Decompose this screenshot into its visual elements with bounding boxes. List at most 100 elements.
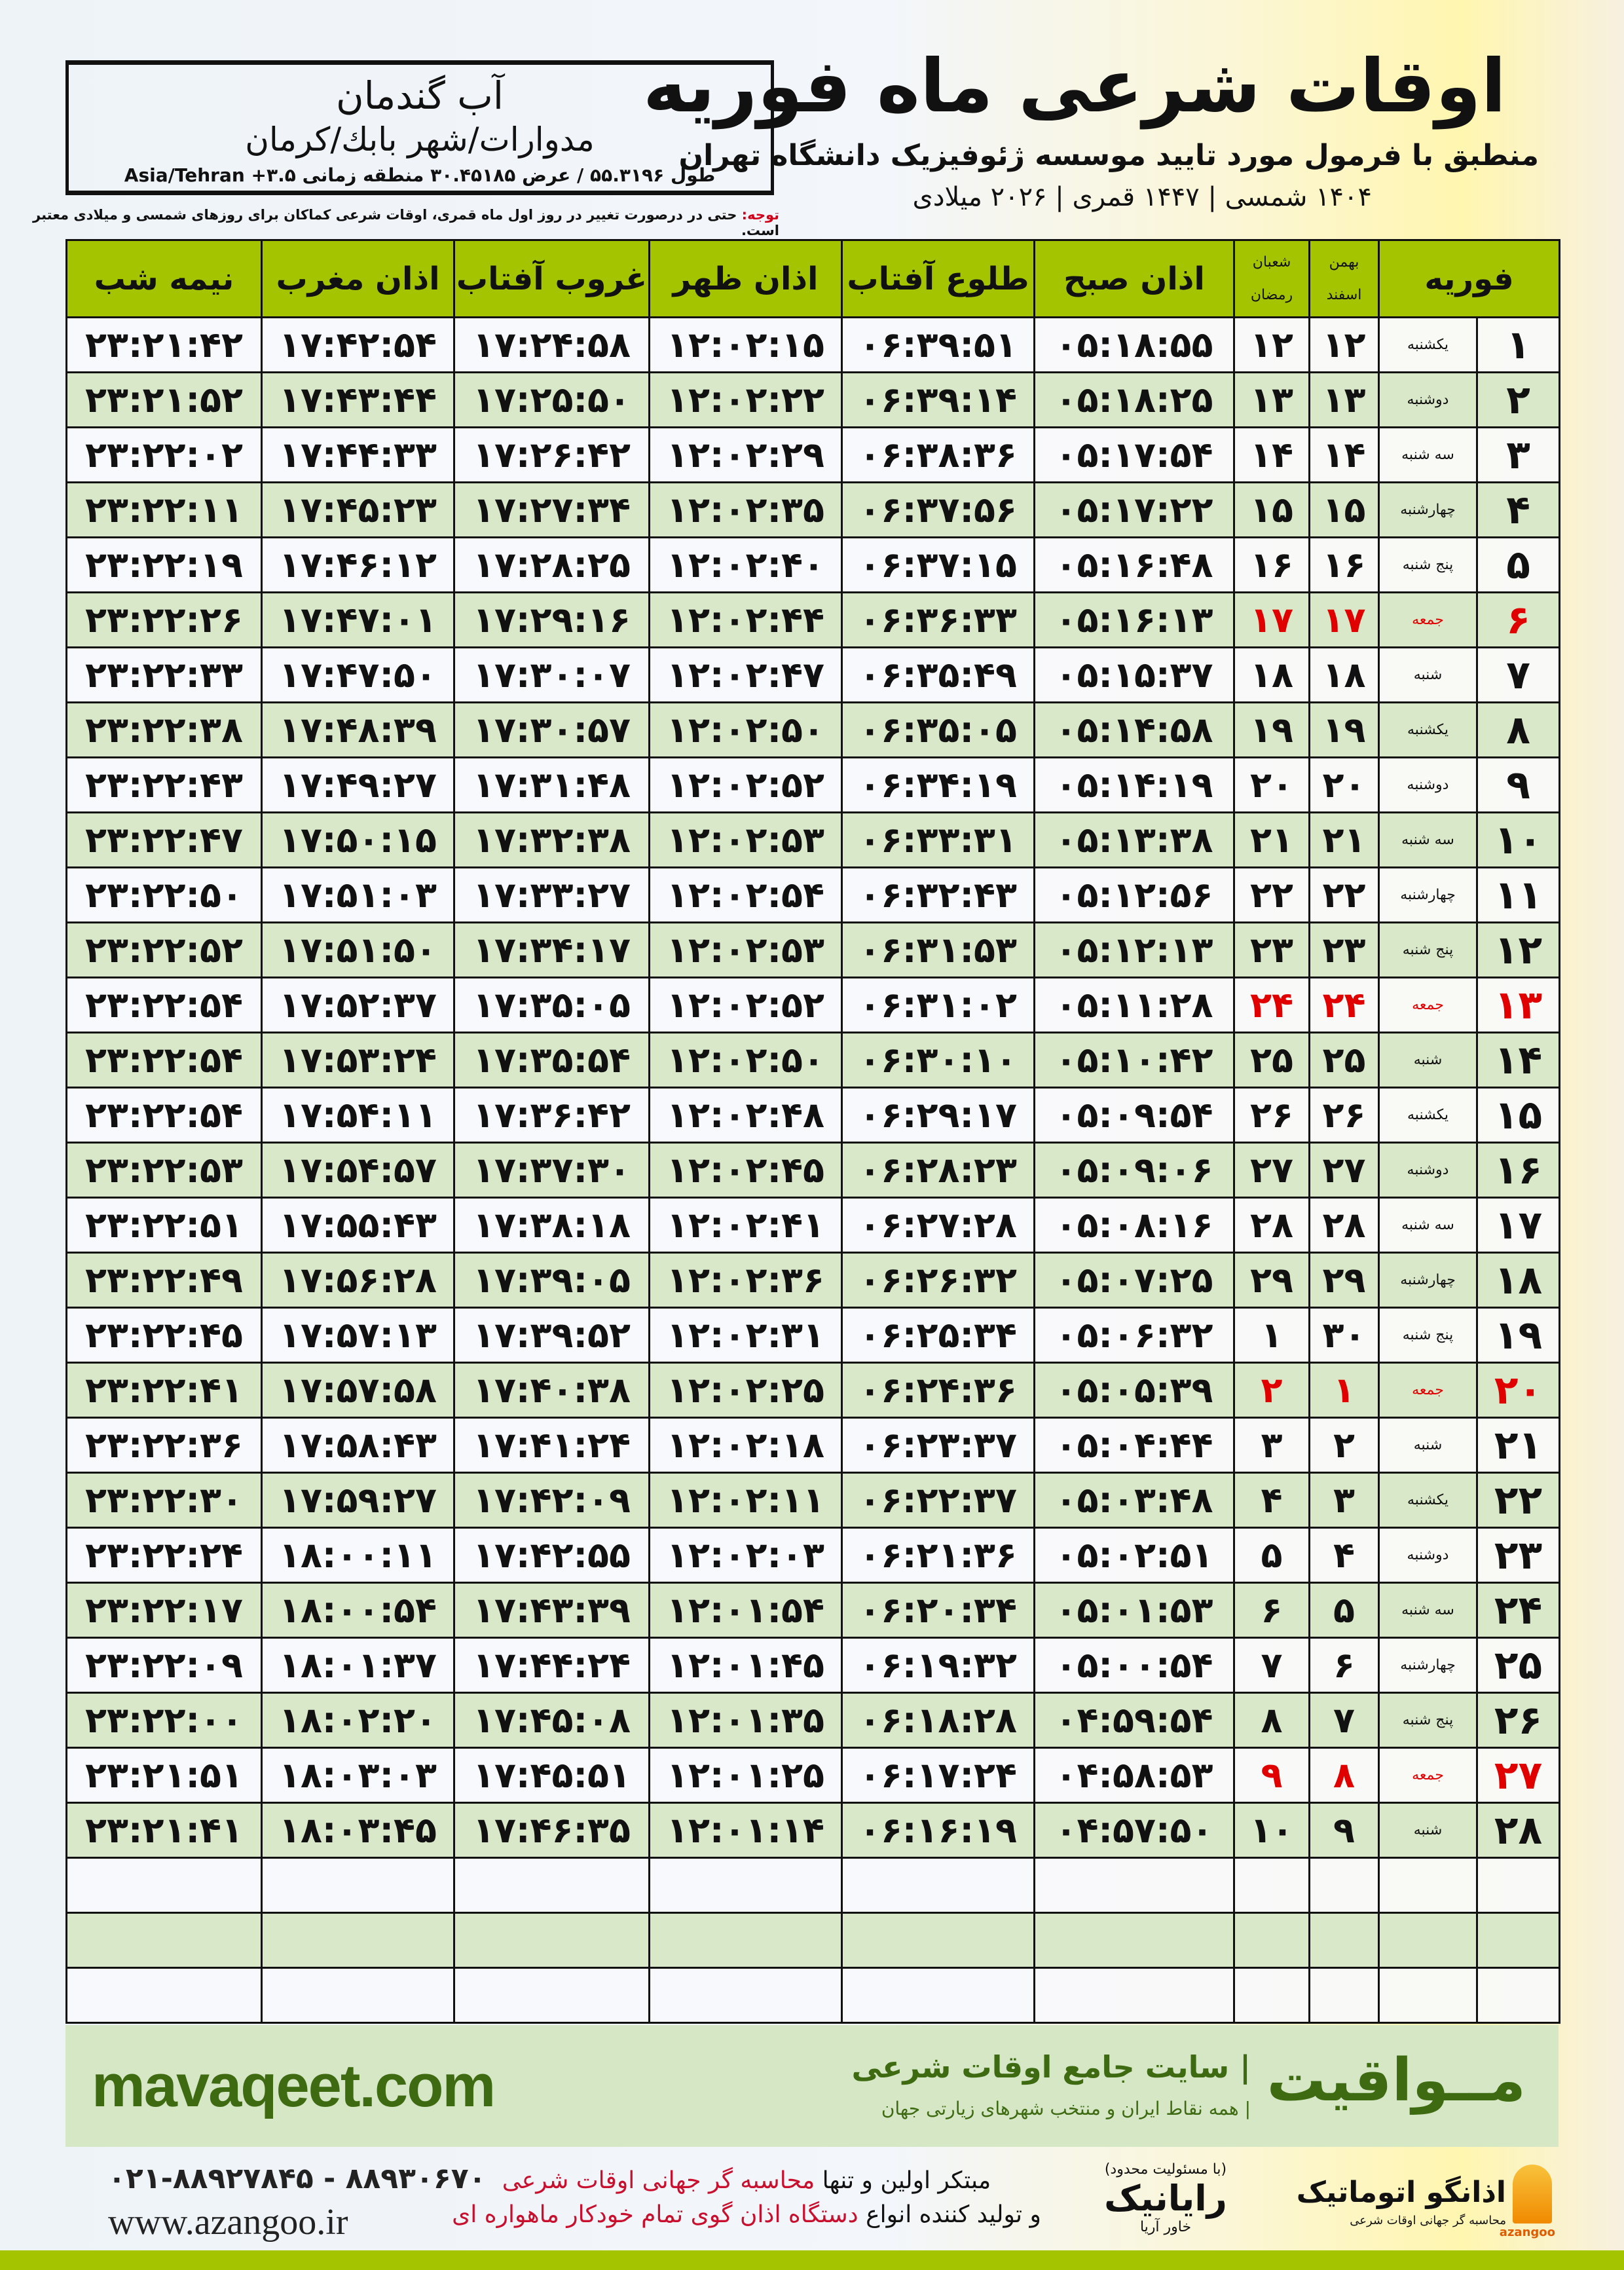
- hijri-day: ۱۴: [1233, 426, 1310, 483]
- azangoo-logo: اذانگو اتوماتیک محاسبه گر جهانی اوقات شر…: [1270, 2161, 1559, 2240]
- table-row: ۹ دوشنبه ۲۰ ۲۰ ۰۵:۱۴:۱۹ ۰۶:۳۴:۱۹ ۱۲:۰۲:۵۲ ۱۷:۳۱…: [65, 756, 1561, 813]
- day-number: ۸: [1476, 701, 1561, 758]
- sunrise-time: ۰۶:۳۶:۳۳: [841, 591, 1035, 648]
- midnight-time: ۲۳:۲۲:۱۱: [65, 481, 263, 538]
- empty-cell: [1033, 1857, 1235, 1914]
- hijri-day: ۵: [1233, 1527, 1310, 1584]
- empty-cell: [1476, 1912, 1561, 1969]
- sunset-time: ۱۷:۳۹:۵۲: [453, 1307, 650, 1364]
- fajr-time: ۰۵:۰۵:۳۹: [1033, 1362, 1235, 1419]
- header-hijri: شعبان رمضان: [1233, 239, 1310, 318]
- weekday: سه شنبه: [1377, 426, 1479, 483]
- dhuhr-time: ۱۲:۰۲:۵۳: [648, 811, 843, 868]
- table-row: ۸ یکشنبه ۱۹ ۱۹ ۰۵:۱۴:۵۸ ۰۶:۳۵:۰۵ ۱۲:۰۲:۵۰ ۱۷:۳۰…: [65, 701, 1561, 758]
- weekday: پنج شنبه: [1377, 1307, 1479, 1364]
- mavaqeet-url[interactable]: mavaqeet.com: [92, 2053, 496, 2119]
- day-number: ۱۵: [1476, 1087, 1561, 1144]
- shamsi-day: ۲: [1308, 1417, 1380, 1474]
- hijri-day: ۴: [1233, 1472, 1310, 1529]
- sunrise-time: ۰۶:۳۳:۳۱: [841, 811, 1035, 868]
- maghrib-time: ۱۷:۴۳:۴۴: [261, 371, 455, 428]
- maghrib-time: ۱۷:۵۴:۱۱: [261, 1087, 455, 1144]
- maghrib-time: ۱۷:۵۱:۵۰: [261, 921, 455, 978]
- empty-cell: [1308, 1967, 1380, 2024]
- sunset-time: ۱۷:۳۶:۴۲: [453, 1087, 650, 1144]
- fajr-time: ۰۵:۰۰:۵۴: [1033, 1637, 1235, 1694]
- weekday: جمعه: [1377, 591, 1479, 648]
- header-shamsi-bottom: اسفند: [1326, 286, 1362, 303]
- sunset-time: ۱۷:۳۳:۲۷: [453, 866, 650, 923]
- empty-cell: [261, 1912, 455, 1969]
- rayanik-name: رایانیک: [1104, 2178, 1227, 2219]
- sunrise-time: ۰۶:۳۵:۰۵: [841, 701, 1035, 758]
- page-subtitle: منطبق با فرمول مورد تایید موسسه ژئوفیزیک…: [678, 139, 1539, 172]
- weekday: چهارشنبه: [1377, 1252, 1479, 1309]
- table-row: ۱۲ پنج شنبه ۲۳ ۲۳ ۰۵:۱۲:۱۳ ۰۶:۳۱:۵۳ ۱۲:۰۲:۵۳ ۱۷…: [65, 921, 1561, 978]
- dhuhr-time: ۱۲:۰۲:۱۱: [648, 1472, 843, 1529]
- midnight-time: ۲۳:۲۲:۵۴: [65, 977, 263, 1033]
- weekday: یکشنبه: [1377, 316, 1479, 373]
- header-fajr: اذان صبح: [1033, 239, 1235, 318]
- weekday: شنبه: [1377, 1802, 1479, 1859]
- day-number: ۵: [1476, 536, 1561, 593]
- header-hijri-top: شعبان: [1252, 253, 1291, 270]
- promo-2b: دستگاه اذان گوی تمام خودکار ماهواره ای: [452, 2201, 858, 2228]
- sunset-time: ۱۷:۲۵:۵۰: [453, 371, 650, 428]
- dhuhr-time: ۱۲:۰۲:۴۸: [648, 1087, 843, 1144]
- maghrib-time: ۱۷:۴۵:۲۳: [261, 481, 455, 538]
- weekday: چهارشنبه: [1377, 481, 1479, 538]
- sunrise-time: ۰۶:۲۴:۳۶: [841, 1362, 1035, 1419]
- page-title: اوقات شرعی ماه فوریه: [642, 44, 1506, 129]
- dhuhr-time: ۱۲:۰۲:۰۳: [648, 1527, 843, 1584]
- sunset-time: ۱۷:۳۱:۴۸: [453, 756, 650, 813]
- fajr-time: ۰۵:۱۵:۳۷: [1033, 646, 1235, 703]
- midnight-time: ۲۳:۲۲:۲۴: [65, 1527, 263, 1584]
- hijri-day: ۲۱: [1233, 811, 1310, 868]
- midnight-time: ۲۳:۲۲:۴۹: [65, 1252, 263, 1309]
- maghrib-time: ۱۷:۵۱:۰۳: [261, 866, 455, 923]
- shamsi-day: ۱: [1308, 1362, 1380, 1419]
- header-shamsi-top: بهمن: [1329, 253, 1359, 270]
- header-shamsi: بهمن اسفند: [1308, 239, 1380, 318]
- shamsi-day: ۹: [1308, 1802, 1380, 1859]
- header-hijri-bottom: رمضان: [1250, 286, 1293, 303]
- promo-1b: محاسبه گر جهانی اوقات شرعی: [502, 2167, 815, 2194]
- dhuhr-time: ۱۲:۰۲:۵۴: [648, 866, 843, 923]
- empty-cell: [648, 1857, 843, 1914]
- table-row: ۲۷ جمعه ۸ ۹ ۰۴:۵۸:۵۳ ۰۶:۱۷:۲۴ ۱۲:۰۱:۲۵ ۱۷:۴۵:۵۱…: [65, 1747, 1561, 1804]
- hijri-day: ۲۲: [1233, 866, 1310, 923]
- sunset-time: ۱۷:۳۵:۰۵: [453, 977, 650, 1033]
- hijri-day: ۲۰: [1233, 756, 1310, 813]
- day-number: ۶: [1476, 591, 1561, 648]
- hijri-day: ۳: [1233, 1417, 1310, 1474]
- empty-cell: [261, 1967, 455, 2024]
- day-number: ۳: [1476, 426, 1561, 483]
- maghrib-time: ۱۸:۰۱:۳۷: [261, 1637, 455, 1694]
- sunrise-time: ۰۶:۱۹:۳۲: [841, 1637, 1035, 1694]
- maghrib-time: ۱۷:۵۹:۲۷: [261, 1472, 455, 1529]
- midnight-time: ۲۳:۲۲:۴۷: [65, 811, 263, 868]
- hijri-day: ۱۷: [1233, 591, 1310, 648]
- sunrise-time: ۰۶:۳۱:۰۲: [841, 977, 1035, 1033]
- sunset-time: ۱۷:۴۰:۳۸: [453, 1362, 650, 1419]
- table-row: ۵ پنج شنبه ۱۶ ۱۶ ۰۵:۱۶:۴۸ ۰۶:۳۷:۱۵ ۱۲:۰۲:۴۰ ۱۷:…: [65, 536, 1561, 593]
- dhuhr-time: ۱۲:۰۲:۳۱: [648, 1307, 843, 1364]
- minaret-icon: [1513, 2165, 1552, 2223]
- bottom-bar: [0, 2250, 1624, 2270]
- fajr-time: ۰۵:۰۴:۴۴: [1033, 1417, 1235, 1474]
- table-row: [65, 1912, 1561, 1969]
- sunrise-time: ۰۶:۲۸:۲۳: [841, 1142, 1035, 1199]
- midnight-time: ۲۳:۲۲:۱۷: [65, 1582, 263, 1639]
- azangoo-url[interactable]: www.azangoo.ir: [108, 2202, 348, 2242]
- fajr-time: ۰۵:۱۴:۱۹: [1033, 756, 1235, 813]
- shamsi-day: ۲۰: [1308, 756, 1380, 813]
- table-row: ۱۳ جمعه ۲۴ ۲۴ ۰۵:۱۱:۲۸ ۰۶:۳۱:۰۲ ۱۲:۰۲:۵۲ ۱۷:۳۵:…: [65, 977, 1561, 1033]
- midnight-time: ۲۳:۲۲:۰۰: [65, 1692, 263, 1749]
- fajr-time: ۰۵:۰۸:۱۶: [1033, 1197, 1235, 1254]
- sunset-time: ۱۷:۳۰:۰۷: [453, 646, 650, 703]
- empty-cell: [453, 1857, 650, 1914]
- table-row: ۳ سه شنبه ۱۴ ۱۴ ۰۵:۱۷:۵۴ ۰۶:۳۸:۳۶ ۱۲:۰۲:۲۹ ۱۷:۲…: [65, 426, 1561, 483]
- maghrib-time: ۱۷:۵۶:۲۸: [261, 1252, 455, 1309]
- sunrise-time: ۰۶:۳۰:۱۰: [841, 1032, 1035, 1088]
- sunrise-time: ۰۶:۲۹:۱۷: [841, 1087, 1035, 1144]
